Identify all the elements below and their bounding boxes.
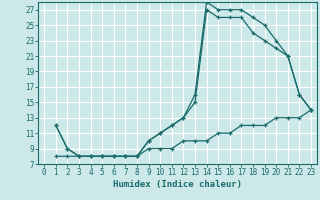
X-axis label: Humidex (Indice chaleur): Humidex (Indice chaleur) (113, 180, 242, 189)
